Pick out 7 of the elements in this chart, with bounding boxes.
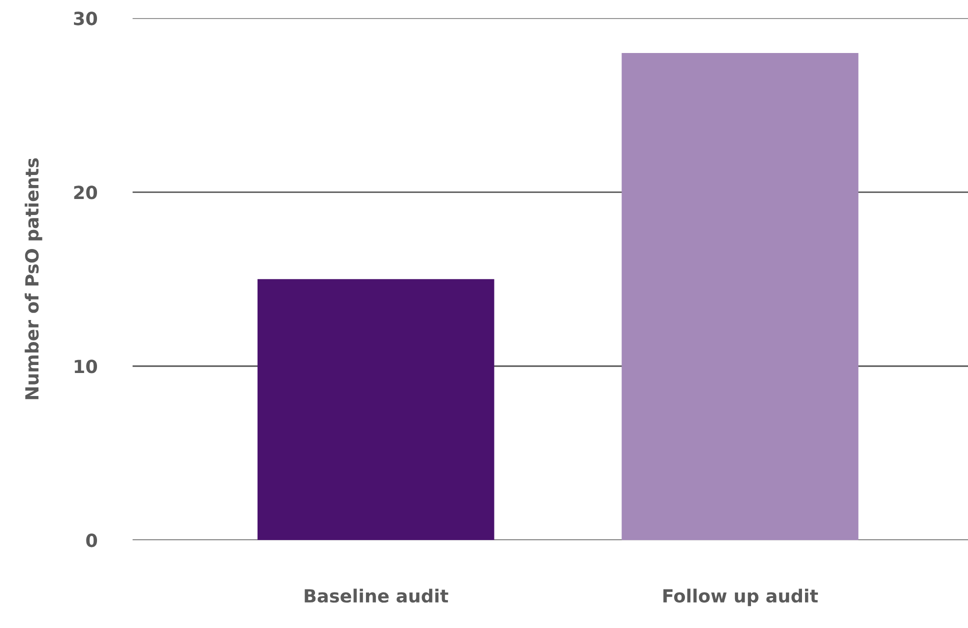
y-axis-title: Number of PsO patients xyxy=(24,158,42,400)
y-tick-label: 10 xyxy=(74,360,98,374)
y-tick-label: 30 xyxy=(74,12,98,26)
y-tick-label: 0 xyxy=(86,534,98,548)
x-tick-label: Follow up audit xyxy=(663,588,818,606)
x-tick-label: Baseline audit xyxy=(304,588,448,603)
y-tick-label: 20 xyxy=(74,186,98,200)
